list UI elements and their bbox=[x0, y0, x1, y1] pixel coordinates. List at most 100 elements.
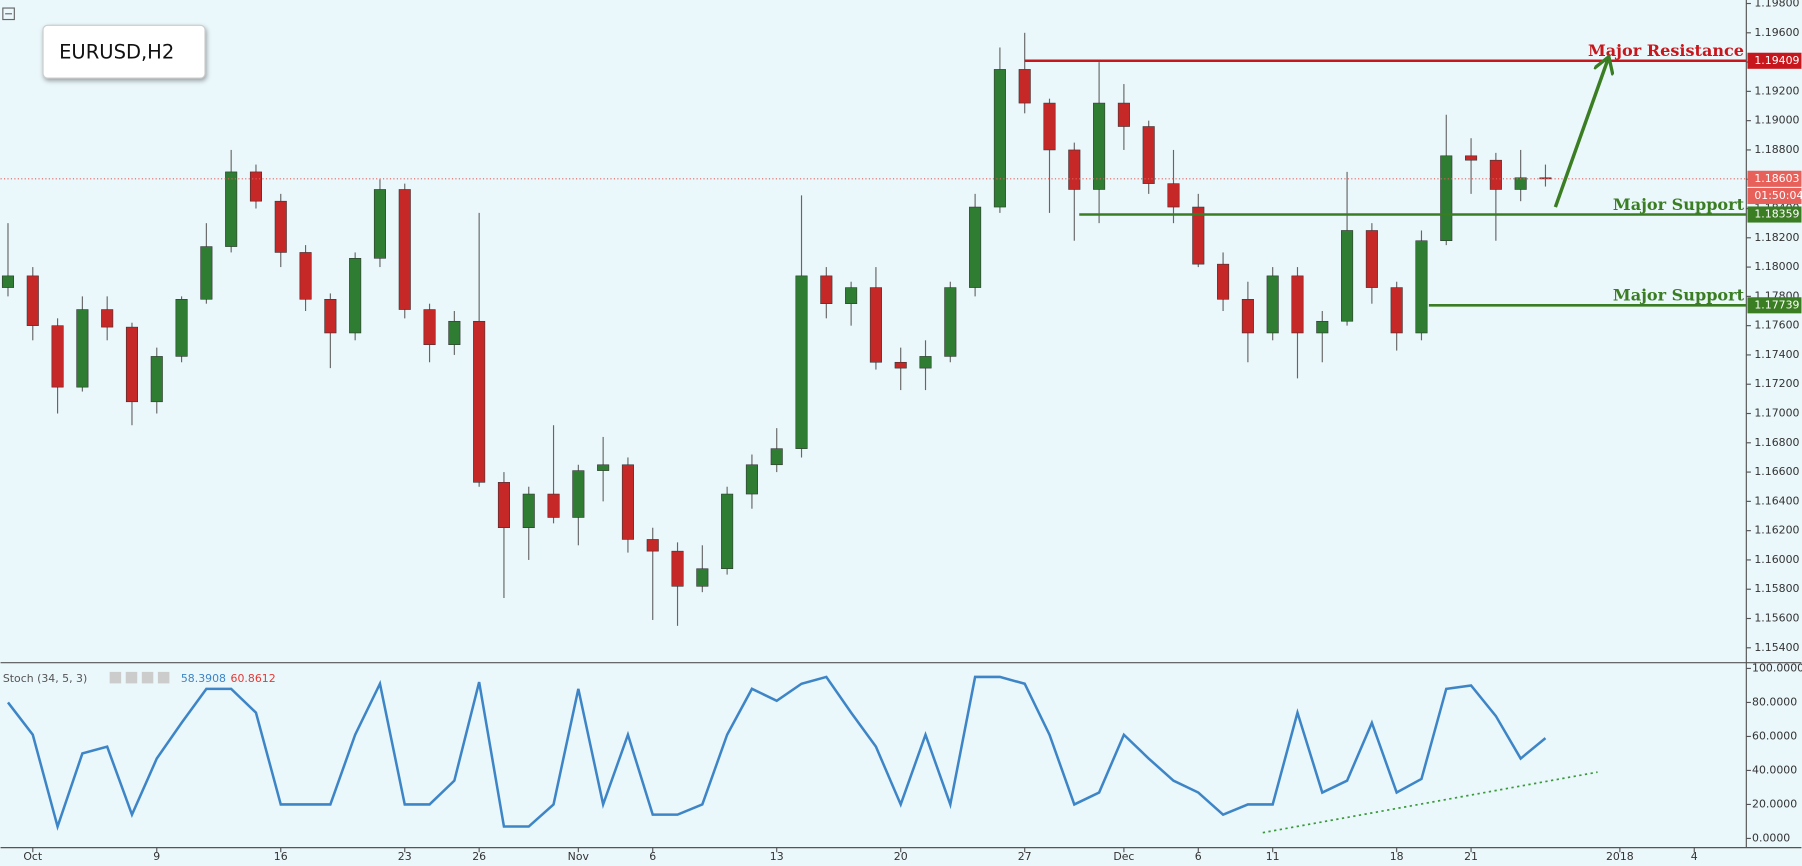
y-tick-label: 100.0000 bbox=[1752, 661, 1802, 674]
candle-body bbox=[1167, 183, 1180, 208]
candle-body bbox=[51, 325, 64, 388]
collapse-icon[interactable] bbox=[2, 7, 15, 21]
indicator-button[interactable] bbox=[141, 671, 154, 684]
indicator-button[interactable] bbox=[125, 671, 138, 684]
current-price-label: 1.18603 bbox=[1754, 172, 1799, 185]
candle-body bbox=[448, 320, 461, 345]
y-tick-label: 1.19800 bbox=[1754, 0, 1799, 10]
indicator-button[interactable] bbox=[157, 671, 170, 684]
candle-body bbox=[299, 252, 312, 300]
x-tick-label: 21 bbox=[1464, 850, 1478, 863]
candle-body bbox=[473, 320, 486, 483]
x-tick-label: 26 bbox=[472, 850, 486, 863]
candle-body bbox=[646, 539, 659, 552]
level-value: 1.19409 bbox=[1754, 54, 1799, 67]
candle-body bbox=[1514, 177, 1527, 190]
candle-body bbox=[225, 171, 238, 247]
x-tick-label: 6 bbox=[1195, 850, 1202, 863]
x-tick-label: 11 bbox=[1266, 850, 1280, 863]
candle-body bbox=[1365, 230, 1378, 288]
x-tick-label: 16 bbox=[274, 850, 288, 863]
candle-body bbox=[423, 309, 436, 345]
x-tick-label: Dec bbox=[1113, 850, 1134, 863]
candle-body bbox=[795, 275, 808, 449]
y-tick-label: 1.16200 bbox=[1754, 524, 1799, 537]
x-tick-label: 6 bbox=[649, 850, 656, 863]
y-tick-label: 1.15600 bbox=[1754, 612, 1799, 625]
candle-body bbox=[1217, 263, 1230, 300]
indicator-title: Stoch (34, 5, 3) bbox=[3, 672, 87, 685]
candle-body bbox=[1241, 299, 1254, 334]
x-tick-label: 27 bbox=[1018, 850, 1032, 863]
y-tick-label: 0.0000 bbox=[1752, 831, 1790, 844]
y-tick-label: 1.18200 bbox=[1754, 231, 1799, 244]
y-tick-label: 1.17400 bbox=[1754, 348, 1799, 361]
candle-body bbox=[101, 309, 114, 328]
candle-body bbox=[76, 309, 89, 388]
x-tick-label: 2018 bbox=[1606, 850, 1634, 863]
candle-body bbox=[944, 287, 957, 357]
candle-body bbox=[969, 206, 982, 288]
indicator-readout: 58.3908 bbox=[181, 672, 226, 685]
y-tick-label: 1.19000 bbox=[1754, 114, 1799, 127]
y-tick-label: 1.16800 bbox=[1754, 436, 1799, 449]
candle-body bbox=[1093, 102, 1106, 190]
candle-body bbox=[1291, 275, 1304, 334]
candle-body bbox=[150, 356, 163, 403]
y-tick-label: 1.19600 bbox=[1754, 26, 1799, 39]
candle-body bbox=[919, 356, 932, 369]
y-tick-label: 80.0000 bbox=[1752, 695, 1797, 708]
indicator-buttons bbox=[109, 671, 170, 684]
x-tick-label: Oct bbox=[23, 850, 43, 863]
candle-body bbox=[993, 69, 1006, 208]
candle-body bbox=[745, 464, 758, 495]
y-tick-label: 1.16600 bbox=[1754, 465, 1799, 478]
candle-body bbox=[1018, 69, 1031, 104]
candle-body bbox=[349, 258, 362, 334]
arrow bbox=[1553, 61, 1607, 208]
candle-body bbox=[125, 326, 139, 403]
stoch-line bbox=[6, 675, 1547, 831]
y-tick-label: 1.15400 bbox=[1754, 641, 1799, 654]
candle-body bbox=[1142, 126, 1155, 184]
y-tick-label: 1.17200 bbox=[1754, 377, 1799, 390]
level-value-box bbox=[1747, 52, 1802, 69]
candle-body bbox=[274, 200, 287, 253]
candle-body bbox=[572, 470, 585, 518]
indicator-button[interactable] bbox=[109, 671, 122, 684]
trendline bbox=[1262, 771, 1598, 834]
level-label: Major Resistance bbox=[1588, 41, 1744, 60]
candle-body bbox=[1192, 206, 1205, 265]
x-tick-label: Nov bbox=[568, 850, 590, 863]
candle-body bbox=[1316, 320, 1329, 334]
candle-body bbox=[373, 189, 386, 259]
candle-body bbox=[175, 299, 188, 357]
y-tick-label: 40.0000 bbox=[1752, 763, 1797, 776]
candle-body bbox=[1390, 287, 1403, 334]
candle-body bbox=[1068, 149, 1081, 190]
y-tick-label: 1.18800 bbox=[1754, 143, 1799, 156]
countdown-label: 01:50:04 bbox=[1754, 189, 1802, 202]
x-tick-label: 23 bbox=[398, 850, 412, 863]
candle-body bbox=[1465, 155, 1478, 161]
x-tick-label: 20 bbox=[894, 850, 908, 863]
candle-body bbox=[26, 275, 39, 326]
candle-body bbox=[249, 171, 262, 202]
countdown-box bbox=[1747, 187, 1802, 205]
y-tick-label: 1.17600 bbox=[1754, 319, 1799, 332]
candle-body bbox=[497, 482, 510, 529]
x-tick-label: 4 bbox=[1691, 850, 1698, 863]
y-tick-label: 1.18000 bbox=[1754, 260, 1799, 273]
candle-body bbox=[1, 275, 15, 288]
candle-body bbox=[1266, 275, 1279, 334]
level-label: Major Support bbox=[1613, 195, 1745, 214]
x-tick-label: 18 bbox=[1390, 850, 1404, 863]
y-tick-label: 1.16400 bbox=[1754, 494, 1799, 507]
x-tick-label: 9 bbox=[153, 850, 160, 863]
level-label: Major Support bbox=[1613, 286, 1745, 305]
y-tick-label: 1.19200 bbox=[1754, 84, 1799, 97]
level-value: 1.17739 bbox=[1754, 298, 1799, 311]
